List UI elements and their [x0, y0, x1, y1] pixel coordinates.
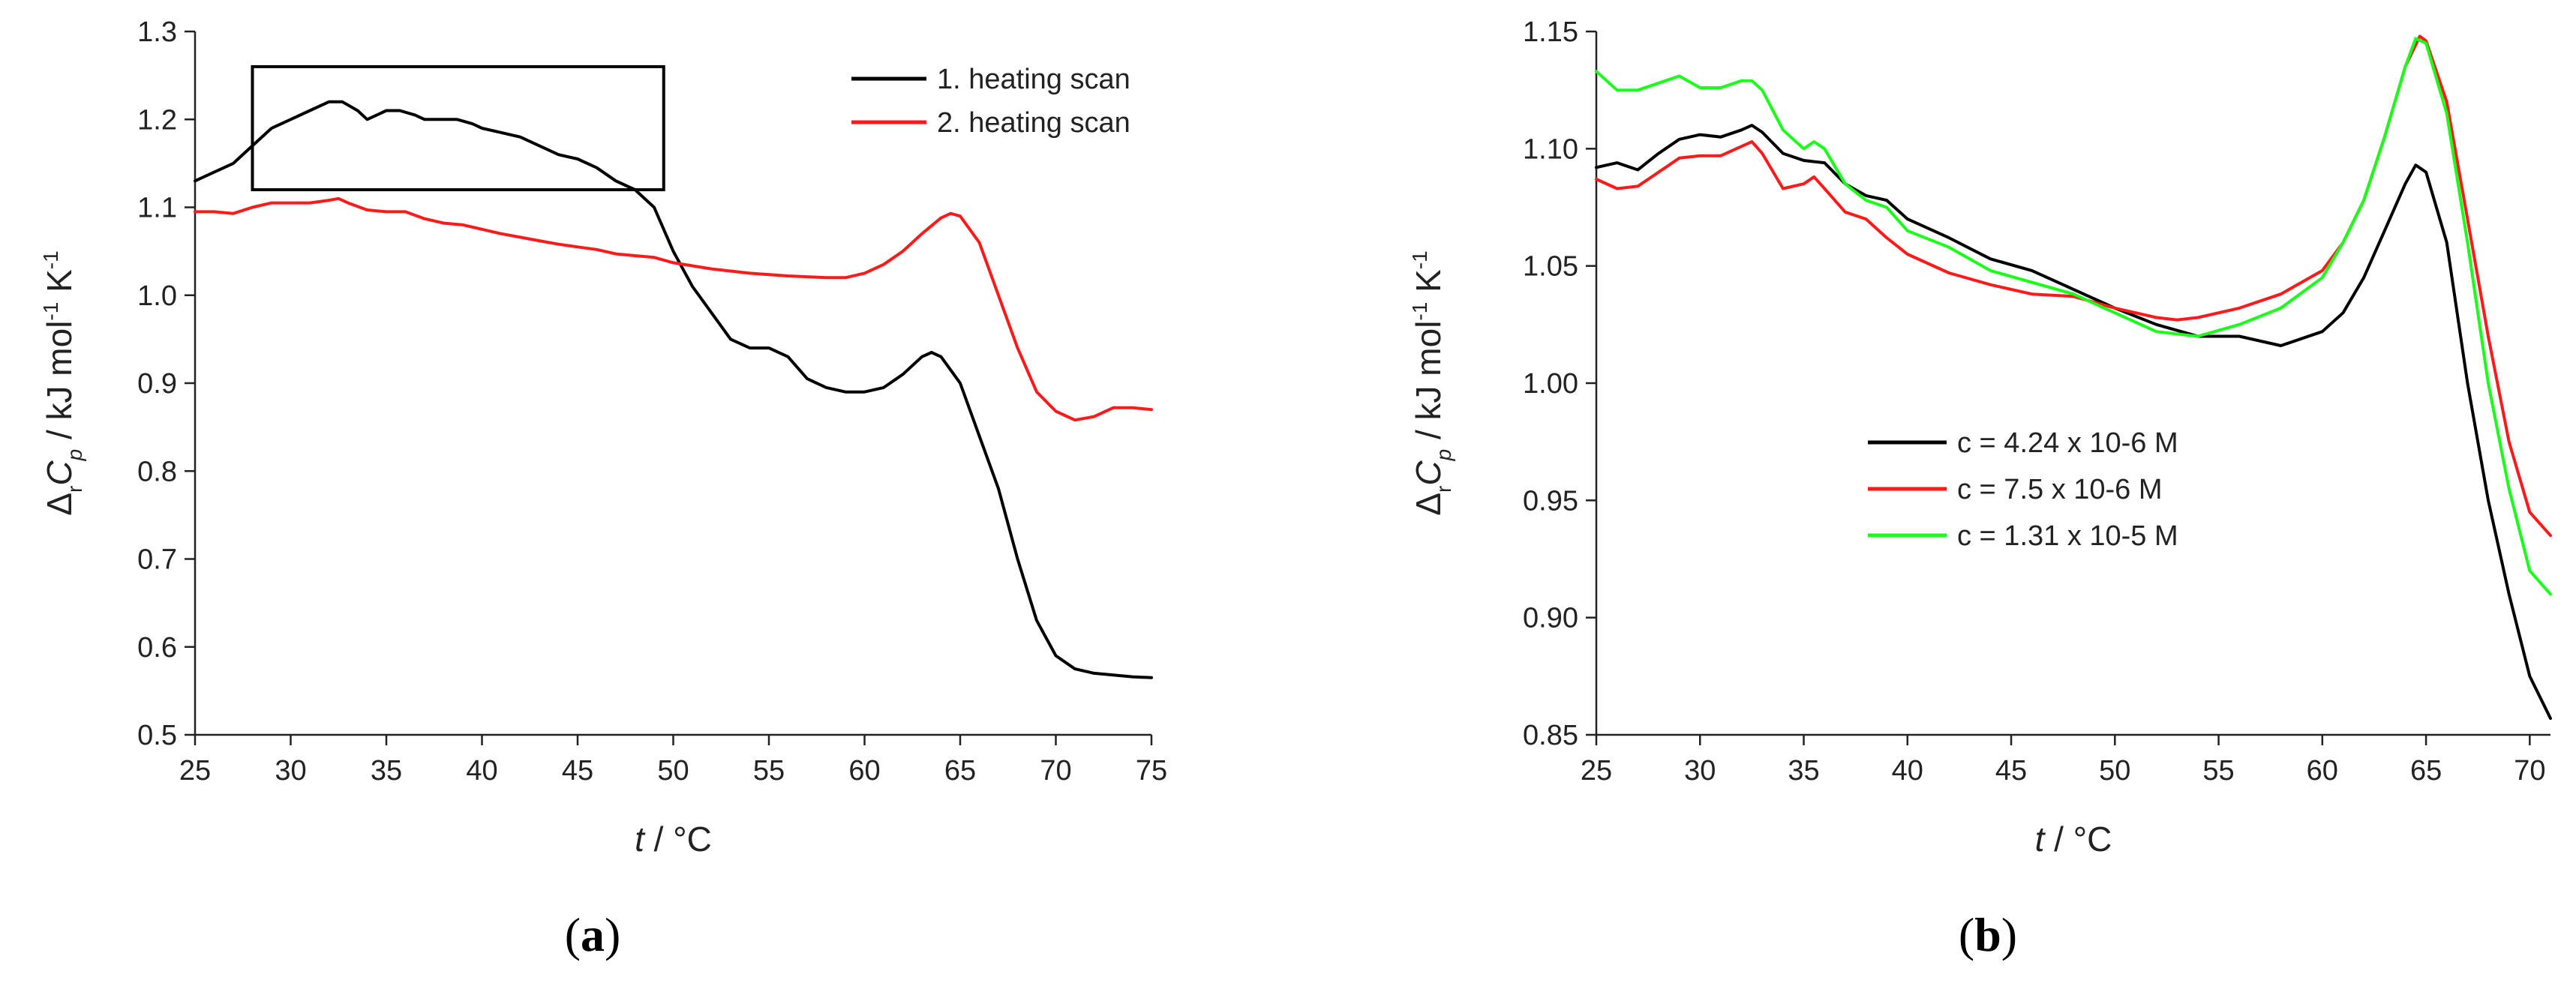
chart-a-x-tick-label: 55 [753, 755, 785, 787]
chart-a-x-tick-label: 65 [944, 755, 976, 787]
chart-a-x-tick-label: 70 [1040, 755, 1071, 787]
chart-a-x-tick-label: 75 [1136, 755, 1167, 787]
chart-a-panel-label: (a) [565, 908, 621, 961]
chart-a-highlight-box [251, 64, 665, 192]
chart-b-y-tick-label: 1.05 [1523, 251, 1578, 283]
chart-a-y-tick-label: 0.8 [137, 456, 177, 487]
chart-b-y-tick-label: 0.85 [1523, 720, 1578, 751]
chart-b-x-tick-label: 40 [1892, 755, 1923, 787]
chart-a-y-tick-label: 1.2 [137, 104, 177, 136]
chart-b-x-tick-label: 60 [2307, 755, 2338, 787]
chart-b-x-tick-label: 70 [2514, 755, 2545, 787]
chart-b-y-tick-label: 1.15 [1523, 16, 1578, 48]
chart-a-y-tick-label: 0.7 [137, 544, 177, 576]
chart-a-x-tick-label: 25 [179, 755, 211, 787]
chart-b-legend-label: c = 4.24 x 10-6 M [1957, 427, 2178, 459]
chart-b-y-tick-label: 0.90 [1523, 603, 1578, 634]
chart-b-x-tick-label: 45 [1995, 755, 2027, 787]
chart-panel-a: 25 30 35 40 45 50 55 60 65 70 75 0.5 0.6 0.7 0.8 0.9 1.0… [39, 16, 1167, 961]
chart-b-series-line-3 [1595, 37, 2552, 596]
chart-b-legend-label: c = 1.31 x 10-5 M [1957, 520, 2178, 552]
chart-a-x-axis-title: t / °C [635, 820, 712, 859]
chart-b-y-tick-label: 1.10 [1523, 133, 1578, 165]
chart-a-x-tick-label: 45 [562, 755, 593, 787]
chart-a-legend-label: 1. heating scan [937, 64, 1130, 95]
chart-b-x-tick-label: 30 [1684, 755, 1716, 787]
chart-b-series-line-2 [1595, 34, 2552, 538]
chart-a-x-tick-label: 50 [657, 755, 689, 787]
chart-b-y-axis-title: ΔrCp / kJ mol-1 K-1 [1408, 250, 1455, 515]
chart-b-x-tick-label: 50 [2099, 755, 2130, 787]
chart-a-legend-label: 2. heating scan [937, 107, 1130, 139]
chart-b-y-tick-label: 1.00 [1523, 368, 1578, 400]
chart-a-y-tick-label: 0.6 [137, 632, 177, 664]
chart-a-y-tick-label: 0.9 [137, 368, 177, 400]
chart-b-legend-label: c = 7.5 x 10-6 M [1957, 474, 2163, 505]
chart-a-y-axis-title: ΔrCp / kJ mol-1 K-1 [39, 250, 86, 515]
chart-a-x-tick-label: 30 [275, 755, 306, 787]
chart-a-series-line-2 [194, 196, 1153, 422]
chart-a-x-tick-label: 60 [848, 755, 880, 787]
chart-b-x-axis-title: t / °C [2035, 820, 2112, 859]
chart-a-x-tick-label: 40 [466, 755, 497, 787]
chart-panel-b: 25 30 35 40 45 50 55 60 65 70 0.85 0.90 0.95 1.00 1.05… [1408, 16, 2552, 961]
chart-b-panel-label: (b) [1959, 908, 2017, 961]
chart-a-y-tick-label: 1.0 [137, 280, 177, 312]
chart-a-y-tick-label: 1.1 [137, 193, 177, 224]
chart-a-y-tick-label: 0.5 [137, 720, 177, 751]
chart-b-x-tick-label: 65 [2410, 755, 2442, 787]
chart-b-x-tick-label: 55 [2202, 755, 2234, 787]
chart-a-y-tick-label: 1.3 [137, 16, 177, 48]
chart-b-y-tick-label: 0.95 [1523, 485, 1578, 517]
chart-b-x-tick-label: 25 [1581, 755, 1612, 787]
chart-b-x-tick-label: 35 [1788, 755, 1819, 787]
chart-a-series-line-1 [194, 100, 1153, 679]
chart-a-x-tick-label: 35 [371, 755, 402, 787]
chart-b-series-line-1 [1595, 124, 2552, 721]
